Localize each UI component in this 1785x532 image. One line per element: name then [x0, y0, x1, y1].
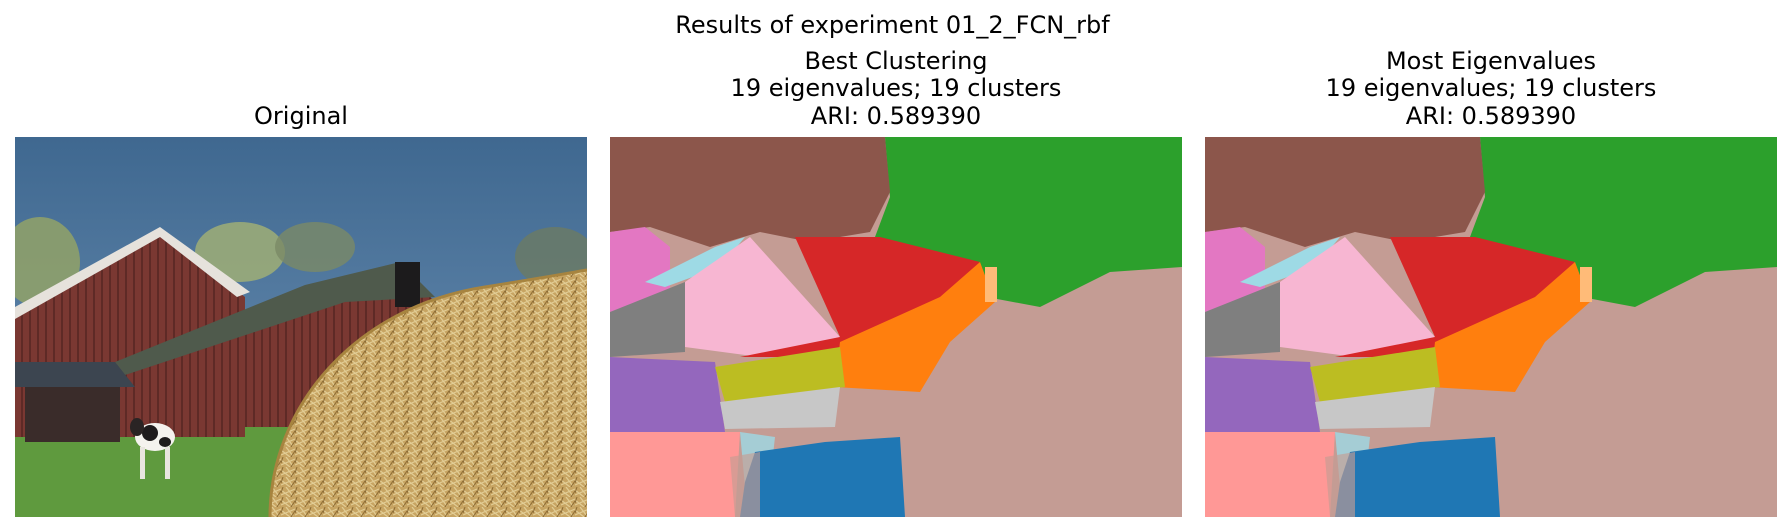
most-eigenvalues-segmentation: [1205, 137, 1777, 517]
best-clustering-image: [610, 137, 1182, 517]
original-title: Original: [15, 44, 587, 130]
figure-suptitle: Results of experiment 01_2_FCN_rbf: [675, 11, 1110, 39]
original-photo-illustration: [15, 137, 587, 517]
original-title-text: Original: [254, 101, 348, 130]
best-title-line-1: Best Clustering: [804, 46, 988, 75]
best-clustering-segmentation: [610, 137, 1182, 517]
most-eigenvalues-image: [1205, 137, 1777, 517]
best-title-line-3: ARI: 0.589390: [810, 101, 982, 130]
most-title-line-1: Most Eigenvalues: [1385, 46, 1597, 75]
best-clustering-title: Best Clustering 19 eigenvalues; 19 clust…: [610, 44, 1182, 130]
original-image: [15, 137, 587, 517]
most-eigenvalues-title: Most Eigenvalues 19 eigenvalues; 19 clus…: [1205, 44, 1777, 130]
best-title-line-2: 19 eigenvalues; 19 clusters: [730, 74, 1062, 102]
most-title-line-2: 19 eigenvalues; 19 clusters: [1325, 74, 1657, 102]
most-title-line-3: ARI: 0.589390: [1405, 101, 1577, 130]
